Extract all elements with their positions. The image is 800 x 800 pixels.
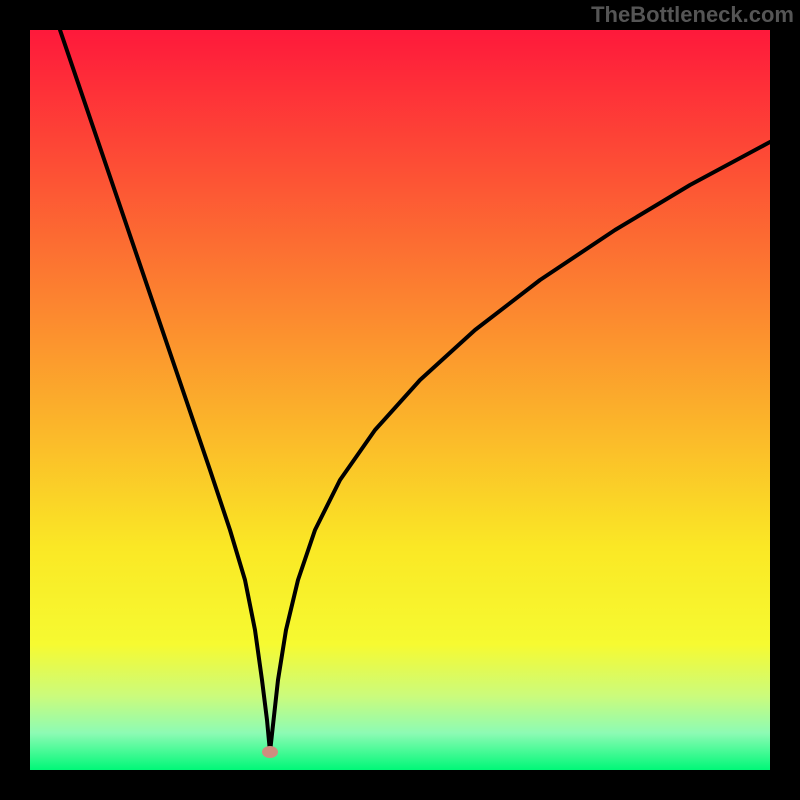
frame-border-bottom — [0, 770, 800, 800]
minimum-marker — [262, 746, 278, 758]
frame-border-right — [770, 0, 800, 800]
plot-svg — [30, 30, 770, 770]
chart-frame: TheBottleneck.com — [0, 0, 800, 800]
watermark-text: TheBottleneck.com — [591, 2, 794, 28]
frame-border-left — [0, 0, 30, 800]
plot-area — [30, 30, 770, 770]
